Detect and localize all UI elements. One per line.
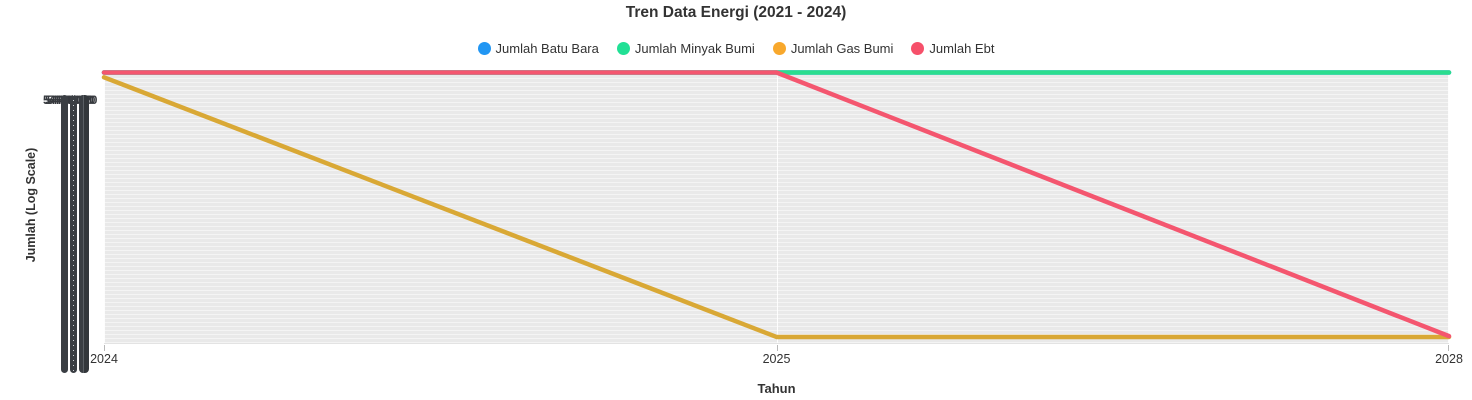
vertical-gridline	[1448, 70, 1449, 343]
label-smear-bar	[79, 95, 89, 373]
x-axis-tick	[104, 345, 105, 351]
legend-item-label: Jumlah Batu Bara	[495, 41, 599, 56]
legend-item-minyak-bumi[interactable]: Jumlah Minyak Bumi	[616, 41, 755, 56]
plot-area[interactable]	[101, 70, 1452, 344]
legend-color-dot-icon	[616, 42, 630, 55]
label-smear-bar	[61, 95, 68, 373]
legend: Jumlah Batu Bara Jumlah Minyak Bumi Jumlah…	[0, 41, 1472, 56]
x-axis-tick-label: 2024	[90, 352, 118, 366]
x-axis-title: Tahun	[757, 381, 796, 396]
x-axis-tick-label: 2025	[762, 352, 791, 366]
legend-item-label: Jumlah Ebt	[929, 41, 995, 56]
series-line-ebt	[101, 70, 1452, 339]
chart-title: Tren Data Energi (2021 - 2024)	[625, 4, 847, 21]
legend-item-batu-bara[interactable]: Jumlah Batu Bara	[477, 41, 599, 56]
legend-item-label: Jumlah Gas Bumi	[790, 41, 894, 56]
legend-color-dot-icon	[772, 42, 786, 55]
legend-item-gas-bumi[interactable]: Jumlah Gas Bumi	[772, 41, 894, 56]
overlapped-rotated-labels-artifact	[61, 95, 91, 373]
series-line-gas-bumi	[101, 75, 1452, 340]
x-axis-tick	[776, 345, 778, 351]
plot-lines	[101, 70, 1452, 340]
x-axis-tick-label: 2028	[1435, 352, 1463, 366]
legend-color-dot-icon	[477, 42, 491, 55]
y-axis-title: Jumlah (Log Scale)	[24, 147, 38, 263]
vertical-gridline	[776, 70, 778, 343]
x-axis: 2024 2025 2028	[90, 344, 1463, 374]
vertical-gridline	[104, 70, 105, 343]
legend-item-label: Jumlah Minyak Bumi	[634, 41, 755, 56]
legend-item-ebt[interactable]: Jumlah Ebt	[911, 41, 994, 56]
label-smear-bar	[70, 95, 77, 373]
legend-color-dot-icon	[911, 42, 925, 55]
x-axis-tick	[1448, 345, 1449, 351]
